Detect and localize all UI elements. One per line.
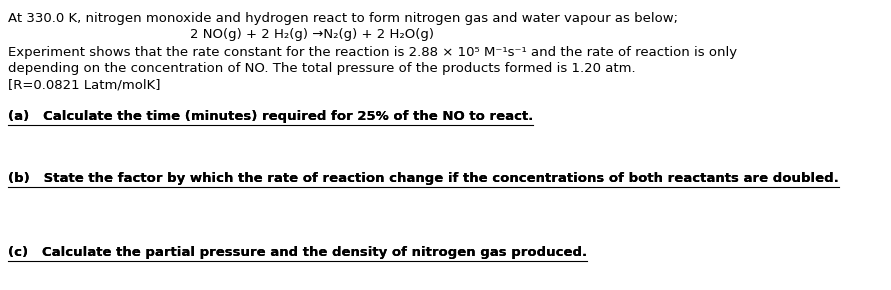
Text: depending on the concentration of NO. The total pressure of the products formed : depending on the concentration of NO. Th… (8, 62, 635, 75)
Text: [R=0.0821 Latm/molK]: [R=0.0821 Latm/molK] (8, 78, 160, 91)
Text: Experiment shows that the rate constant for the reaction is 2.88 × 10⁵ M⁻¹s⁻¹ an: Experiment shows that the rate constant … (8, 46, 737, 59)
Text: (c)   Calculate the partial pressure and the density of nitrogen gas produced.: (c) Calculate the partial pressure and t… (8, 246, 587, 259)
Text: At 330.0 K, nitrogen monoxide and hydrogen react to form nitrogen gas and water : At 330.0 K, nitrogen monoxide and hydrog… (8, 12, 678, 25)
Text: (c)   Calculate the partial pressure and the density of nitrogen gas produced.: (c) Calculate the partial pressure and t… (8, 246, 587, 259)
Text: (a)   Calculate the time (minutes) required for 25% of the NO to react.: (a) Calculate the time (minutes) require… (8, 110, 534, 123)
Text: (b)   State the factor by which the rate of reaction change if the concentration: (b) State the factor by which the rate o… (8, 172, 838, 185)
Text: 2 NO(g) + 2 H₂(g) →N₂(g) + 2 H₂O(g): 2 NO(g) + 2 H₂(g) →N₂(g) + 2 H₂O(g) (190, 28, 434, 41)
Text: (b)   State the factor by which the rate of reaction change if the concentration: (b) State the factor by which the rate o… (8, 172, 838, 185)
Text: (a)   Calculate the time (minutes) required for 25% of the NO to react.: (a) Calculate the time (minutes) require… (8, 110, 534, 123)
